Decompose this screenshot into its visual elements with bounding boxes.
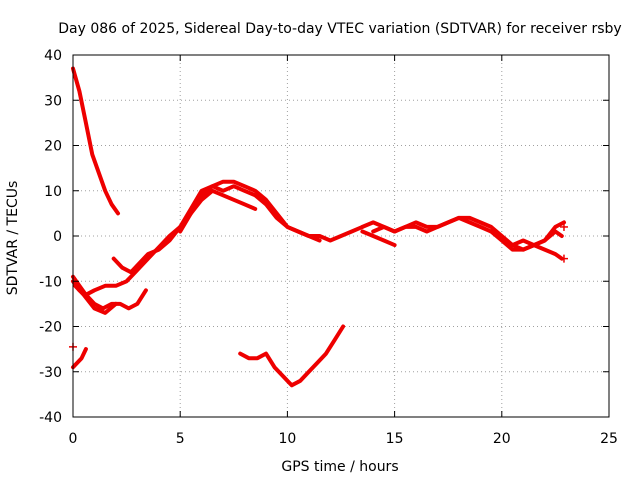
tick-layer: 0 5 10 15 20 25 -40 -30 -20 -10 0 10 20 30 40 — [39, 48, 618, 447]
y-tick-label: -30 — [39, 365, 62, 381]
plus-marker — [559, 222, 568, 231]
series-layer — [71, 66, 566, 388]
series-sat-k — [510, 238, 564, 261]
y-tick-label: -40 — [39, 410, 62, 426]
series-sat-e — [73, 283, 118, 315]
x-tick-label: 0 — [69, 431, 78, 447]
plus-marker — [559, 254, 568, 263]
x-tick-label: 15 — [386, 431, 404, 447]
series-sat-l — [360, 229, 397, 248]
chart-title: Day 086 of 2025, Sidereal Day-to-day VTE… — [58, 21, 621, 37]
y-tick-label: 30 — [44, 93, 62, 109]
series-sat-d — [71, 274, 148, 311]
series-sat-h — [238, 324, 346, 388]
y-tick-label: -10 — [39, 274, 62, 290]
x-tick-label: 10 — [278, 431, 296, 447]
x-axis-label: GPS time / hours — [281, 459, 398, 475]
series-sat-a — [71, 66, 120, 216]
y-tick-label: 0 — [53, 229, 62, 245]
x-tick-label: 20 — [493, 431, 511, 447]
y-tick-label: 40 — [44, 48, 62, 64]
y-axis-label: SDTVAR / TECUs — [5, 181, 21, 296]
y-tick-label: 10 — [44, 184, 62, 200]
y-tick-label: 20 — [44, 139, 62, 155]
series-sat-g — [178, 179, 322, 243]
x-tick-label: 5 — [176, 431, 185, 447]
y-tick-label: -20 — [39, 320, 62, 336]
x-tick-label: 25 — [600, 431, 618, 447]
series-sat-b — [71, 347, 88, 370]
series-sat-f — [111, 184, 365, 275]
